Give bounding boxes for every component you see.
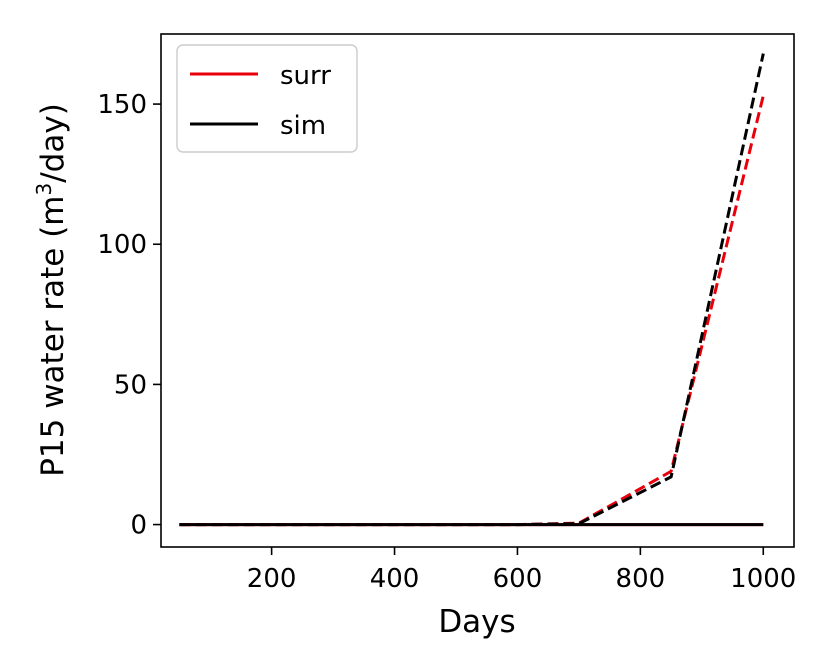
y-axis-title: P15 water rate (m3/day)	[32, 103, 71, 477]
plot-frame	[160, 33, 795, 548]
y-tick-label: 50	[114, 370, 147, 400]
x-tick-label: 600	[493, 564, 543, 594]
y-tick-label: 100	[97, 230, 147, 260]
x-axis-title: Days	[438, 604, 515, 640]
y-tick-label: 0	[130, 511, 147, 541]
legend: surr sim	[176, 44, 358, 153]
y-axis-ticks: 0 50 100 150	[97, 90, 161, 541]
x-tick-label: 400	[370, 564, 420, 594]
y-axis-title-superscript: 3	[32, 183, 56, 196]
y-axis-title-tail: /day)	[35, 103, 71, 183]
legend-label-surr: surr	[280, 61, 331, 91]
x-tick-label: 800	[616, 564, 666, 594]
legend-label-sim: sim	[280, 111, 326, 141]
plot-lines	[179, 53, 765, 527]
x-tick-label: 1000	[730, 564, 796, 594]
x-tick-label: 200	[247, 564, 297, 594]
y-tick-label: 150	[97, 90, 147, 120]
y-axis-title-main: P15 water rate (m	[35, 196, 71, 477]
series-line-dashed-black	[179, 53, 765, 527]
x-axis-ticks: 200 400 600 800 1000	[247, 547, 796, 594]
